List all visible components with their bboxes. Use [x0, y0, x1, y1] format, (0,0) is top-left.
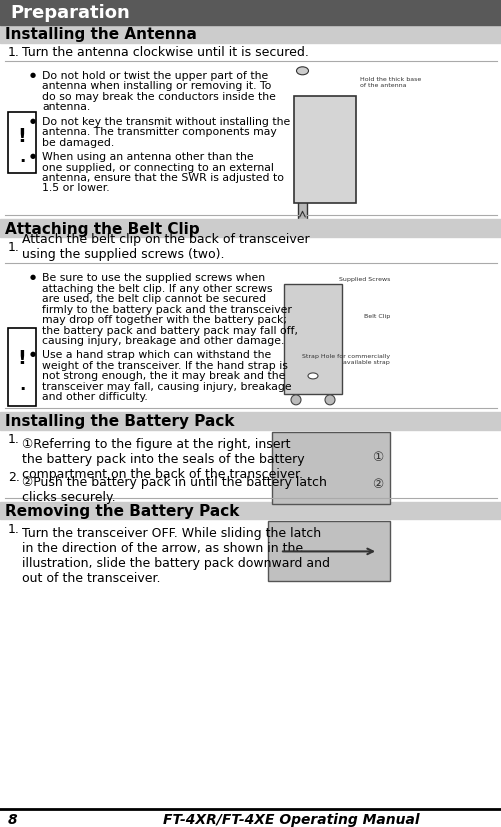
Text: FT-4XR/FT-4XE Operating Manual: FT-4XR/FT-4XE Operating Manual — [162, 811, 418, 825]
Text: may drop off together with the battery pack;: may drop off together with the battery p… — [42, 315, 287, 325]
Text: Preparation: Preparation — [10, 4, 129, 22]
Text: not strong enough, the it may break and the: not strong enough, the it may break and … — [42, 371, 285, 381]
Text: antenna when installing or removing it. To: antenna when installing or removing it. … — [42, 81, 271, 91]
Bar — [0, 0, 501, 26]
Text: weight of the transceiver. If the hand strap is: weight of the transceiver. If the hand s… — [42, 361, 287, 370]
Text: transceiver may fall, causing injury, breakage: transceiver may fall, causing injury, br… — [42, 381, 291, 391]
Text: !: ! — [18, 127, 27, 146]
Text: antenna, ensure that the SWR is adjusted to: antenna, ensure that the SWR is adjusted… — [42, 173, 284, 183]
Text: Do not hold or twist the upper part of the: Do not hold or twist the upper part of t… — [42, 71, 268, 81]
Text: be damaged.: be damaged. — [42, 137, 114, 147]
Text: Attach the belt clip on the back of transceiver
using the supplied screws (two).: Attach the belt clip on the back of tran… — [22, 233, 309, 261]
Text: 1.: 1. — [8, 241, 20, 254]
Text: ①Referring to the figure at the right, insert
the battery pack into the seals of: ①Referring to the figure at the right, i… — [22, 437, 304, 480]
Text: 1.5 or lower.: 1.5 or lower. — [42, 184, 109, 194]
Text: .: . — [19, 375, 25, 394]
Bar — [0, 26, 501, 44]
Text: 8: 8 — [8, 811, 18, 825]
Circle shape — [324, 395, 334, 405]
Text: .: . — [19, 148, 25, 166]
Text: causing injury, breakage and other damage.: causing injury, breakage and other damag… — [42, 336, 284, 346]
Circle shape — [291, 395, 301, 405]
Bar — [8, 112, 36, 174]
Text: antenna. The transmitter components may: antenna. The transmitter components may — [42, 127, 276, 137]
Text: ②Push the battery pack in until the battery latch
clicks securely.: ②Push the battery pack in until the batt… — [22, 475, 326, 503]
Bar — [294, 97, 355, 204]
Text: ●: ● — [30, 153, 36, 159]
Bar — [0, 220, 501, 238]
Text: Turn the transceiver OFF. While sliding the latch
in the direction of the arrow,: Turn the transceiver OFF. While sliding … — [22, 527, 329, 585]
Text: one supplied, or connecting to an external: one supplied, or connecting to an extern… — [42, 162, 274, 172]
Bar — [298, 202, 307, 226]
Text: Supplied Screws: Supplied Screws — [338, 277, 389, 282]
Text: Belt Clip: Belt Clip — [363, 313, 389, 318]
Text: Be sure to use the supplied screws when: Be sure to use the supplied screws when — [42, 273, 265, 283]
Text: firmly to the battery pack and the transceiver: firmly to the battery pack and the trans… — [42, 304, 291, 314]
Bar — [8, 328, 36, 406]
Text: 1.: 1. — [8, 46, 20, 60]
Bar — [0, 502, 501, 520]
Text: Turn the antenna clockwise until it is secured.: Turn the antenna clockwise until it is s… — [22, 46, 308, 60]
Bar — [272, 433, 389, 504]
Text: ●: ● — [30, 72, 36, 78]
Text: ①: ① — [372, 450, 383, 463]
Text: and other difficulty.: and other difficulty. — [42, 392, 147, 402]
Text: ●: ● — [30, 274, 36, 280]
Ellipse shape — [296, 68, 308, 76]
Ellipse shape — [308, 374, 317, 380]
Text: When using an antenna other than the: When using an antenna other than the — [42, 152, 253, 162]
Text: Strap Hole for commercially
available strap: Strap Hole for commercially available st… — [301, 354, 389, 365]
Text: Installing the Antenna: Installing the Antenna — [5, 27, 196, 42]
Text: Attaching the Belt Clip: Attaching the Belt Clip — [5, 222, 199, 237]
Text: the battery pack and battery pack may fall off,: the battery pack and battery pack may fa… — [42, 325, 298, 335]
Text: 1.: 1. — [8, 433, 20, 446]
Text: attaching the belt clip. If any other screws: attaching the belt clip. If any other sc… — [42, 284, 272, 294]
Text: ②: ② — [372, 477, 383, 490]
Text: antenna.: antenna. — [42, 102, 90, 112]
Text: Do not key the transmit without installing the: Do not key the transmit without installi… — [42, 117, 290, 127]
Text: !: ! — [18, 349, 27, 368]
Text: 2.: 2. — [8, 471, 20, 484]
Text: are used, the belt clip cannot be secured: are used, the belt clip cannot be secure… — [42, 294, 266, 304]
Text: Hold the thick base
of the antenna: Hold the thick base of the antenna — [359, 77, 420, 88]
Bar — [0, 413, 501, 430]
Text: ●: ● — [30, 117, 36, 123]
Text: Installing the Battery Pack: Installing the Battery Pack — [5, 414, 234, 428]
Bar — [268, 522, 389, 581]
Text: ●: ● — [30, 351, 36, 357]
Bar — [284, 284, 341, 394]
Text: Use a hand strap which can withstand the: Use a hand strap which can withstand the — [42, 350, 271, 360]
Text: Removing the Battery Pack: Removing the Battery Pack — [5, 504, 239, 519]
Text: do so may break the conductors inside the: do so may break the conductors inside th… — [42, 92, 276, 102]
Text: 1.: 1. — [8, 523, 20, 535]
